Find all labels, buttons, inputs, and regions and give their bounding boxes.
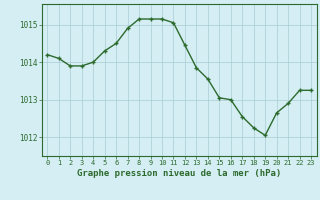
X-axis label: Graphe pression niveau de la mer (hPa): Graphe pression niveau de la mer (hPa) <box>77 169 281 178</box>
